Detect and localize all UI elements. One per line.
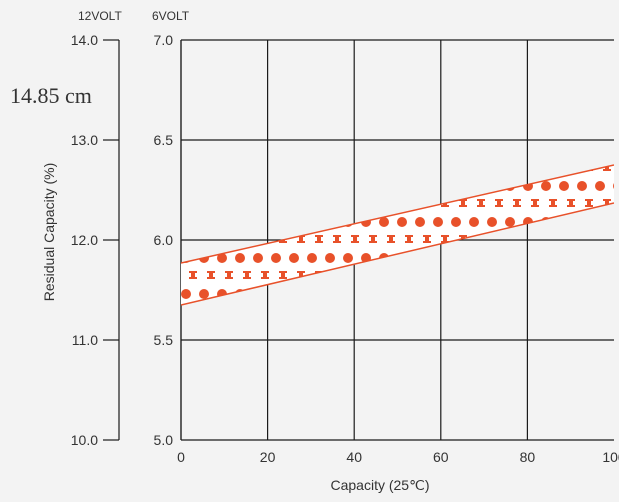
x-tick-label: 100 bbox=[602, 449, 619, 465]
y-tick-label-12v: 10.0 bbox=[71, 432, 98, 448]
y-tick-label-12v: 12.0 bbox=[71, 232, 98, 248]
tick-layer: 0 20 40 60 80 100 7.0 6.5 6.0 5.5 5.0 14.0 13.0 12.0 1… bbox=[71, 32, 619, 465]
y-tick-label-12v: 13.0 bbox=[71, 132, 98, 148]
residual-band-fill bbox=[181, 165, 614, 305]
y-tick-label-6v: 7.0 bbox=[154, 32, 174, 48]
x-axis-title: Capacity (25℃) bbox=[331, 477, 430, 493]
y-tick-label-6v: 5.5 bbox=[154, 332, 174, 348]
x-tick-label: 40 bbox=[346, 449, 362, 465]
left-axis-12v: 12VOLT bbox=[78, 9, 122, 440]
x-tick-label: 60 bbox=[433, 449, 449, 465]
band-layer bbox=[181, 164, 614, 306]
band-lower-line bbox=[181, 202, 614, 306]
x-tick-label: 20 bbox=[260, 449, 276, 465]
x-tick-label: 0 bbox=[177, 449, 185, 465]
grid-layer bbox=[180, 39, 614, 441]
y-tick-label-6v: 6.5 bbox=[154, 132, 174, 148]
right-axis-header: 6VOLT bbox=[152, 9, 190, 23]
y-tick-label-12v: 11.0 bbox=[72, 332, 98, 348]
size-annotation: 14.85 cm bbox=[10, 83, 92, 108]
y-tick-label-12v: 14.0 bbox=[71, 32, 98, 48]
y-tick-label-6v: 6.0 bbox=[154, 232, 174, 248]
y-tick-label-6v: 5.0 bbox=[154, 432, 174, 448]
y-axis-title: Residual Capacity (%) bbox=[41, 163, 57, 302]
x-tick-label: 80 bbox=[520, 449, 536, 465]
left-axis-header: 12VOLT bbox=[78, 9, 122, 23]
band-upper-line bbox=[181, 164, 614, 264]
